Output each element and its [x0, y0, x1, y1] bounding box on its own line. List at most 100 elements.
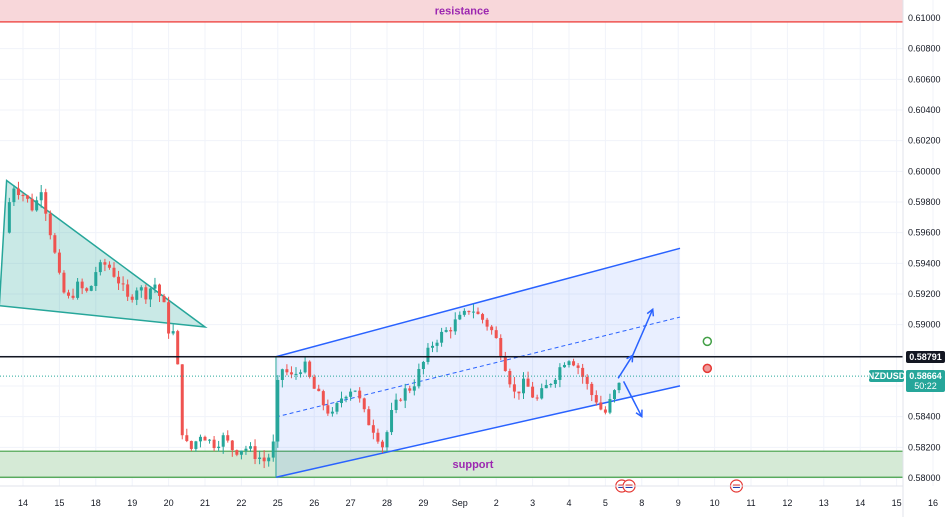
x-tick-label: 10 — [710, 498, 720, 508]
candle-body — [171, 331, 175, 334]
candle-body — [476, 311, 480, 315]
candle-body — [380, 441, 384, 448]
countdown-label: 50:22 — [914, 381, 937, 391]
x-tick-label: 20 — [164, 498, 174, 508]
candle-body — [239, 450, 243, 455]
projection-arrow-up-head — [646, 307, 655, 317]
candle-body — [198, 436, 202, 442]
candle-body — [394, 399, 398, 411]
y-tick-label: 0.60000 — [908, 166, 941, 176]
candle-body — [71, 295, 75, 298]
candle-body — [16, 188, 20, 196]
x-tick-label: 29 — [418, 498, 428, 508]
x-tick-label: 15 — [54, 498, 64, 508]
candle-body — [112, 267, 116, 277]
candle-body — [426, 347, 430, 362]
candle-body — [280, 369, 284, 380]
x-axis-ticks: 14 15 18 19 20 21 22 25 26 27 28 29 Sep 2 3 4 5 8 9 10 11 12 1… — [18, 498, 938, 508]
candle-body — [603, 409, 607, 413]
y-tick-label: 0.60800 — [908, 44, 941, 54]
x-tick-label: 22 — [236, 498, 246, 508]
candle-body — [467, 310, 471, 313]
candle-body — [490, 326, 494, 331]
candle-body — [249, 446, 252, 449]
y-tick-label: 0.60400 — [908, 105, 941, 115]
y-tick-label: 0.58400 — [908, 412, 941, 422]
candle-body — [53, 235, 57, 253]
candle-body — [139, 287, 143, 291]
x-tick-label: Sep — [452, 498, 468, 508]
candle-body — [107, 264, 111, 268]
candle-body — [517, 391, 521, 394]
y-tick-label: 0.59200 — [908, 289, 941, 299]
candle-body — [431, 345, 434, 348]
candle-body — [303, 361, 307, 373]
candle-body — [312, 376, 316, 389]
projection-arrow-up — [632, 309, 654, 356]
candle-body — [285, 369, 289, 373]
candle-body — [399, 399, 403, 401]
x-tick-label: 11 — [746, 498, 755, 508]
candles — [7, 181, 621, 469]
x-tick-label: 15 — [892, 498, 902, 508]
candle-body — [330, 411, 334, 414]
candle-body — [126, 284, 130, 297]
y-tick-label: 0.60600 — [908, 74, 941, 84]
candle-body — [94, 272, 98, 286]
candle-body — [553, 379, 557, 385]
zones: resistance support — [0, 0, 903, 478]
candle-body — [590, 383, 594, 396]
y-tick-label: 0.59400 — [908, 258, 941, 268]
candle-body — [572, 361, 576, 366]
candle-body — [567, 361, 571, 365]
candle-body — [512, 384, 516, 392]
candle-body — [344, 396, 348, 399]
candle-body — [449, 330, 453, 332]
candle-body — [321, 391, 325, 406]
candle-body — [558, 367, 562, 380]
y-tick-label: 0.59600 — [908, 228, 941, 238]
y-tick-label: 0.59800 — [908, 197, 941, 207]
resistance-label: resistance — [435, 5, 489, 17]
x-tick-label: 21 — [200, 498, 210, 508]
candle-body — [276, 379, 280, 442]
support-label: support — [453, 459, 494, 471]
candle-body — [535, 397, 539, 399]
candle-body — [62, 272, 66, 293]
x-tick-label: 28 — [382, 498, 392, 508]
event-marker-green[interactable] — [702, 336, 713, 347]
x-tick-label: 14 — [18, 498, 28, 508]
candle-body — [208, 439, 212, 441]
axes — [0, 0, 904, 517]
candle-body — [294, 373, 298, 375]
candle-body — [453, 319, 457, 332]
candle-body — [235, 450, 239, 455]
candle-body — [299, 372, 303, 374]
candle-body — [153, 284, 157, 289]
candle-body — [271, 441, 275, 458]
candle-body — [522, 378, 525, 394]
candle-body — [594, 395, 598, 403]
candle-body — [221, 435, 225, 447]
x-tick-label: 14 — [855, 498, 865, 508]
x-tick-label: 27 — [346, 498, 356, 508]
x-tick-label: 8 — [639, 498, 644, 508]
candle-body — [326, 405, 330, 414]
candle-body — [144, 287, 148, 300]
x-tick-label: 12 — [782, 498, 792, 508]
candle-body — [130, 296, 134, 300]
candle-body — [508, 371, 512, 385]
candle-body — [39, 192, 43, 201]
candle-body — [385, 432, 389, 448]
candle-body — [358, 390, 362, 399]
candle-body — [212, 439, 216, 449]
candle-body — [44, 192, 48, 214]
candle-body — [57, 252, 61, 273]
candle-body — [176, 331, 180, 365]
candle-body — [417, 369, 421, 387]
candle-body — [362, 398, 366, 410]
candle-body — [80, 281, 84, 289]
event-marker-red[interactable] — [702, 363, 713, 374]
projection-arrow-short — [617, 354, 634, 379]
